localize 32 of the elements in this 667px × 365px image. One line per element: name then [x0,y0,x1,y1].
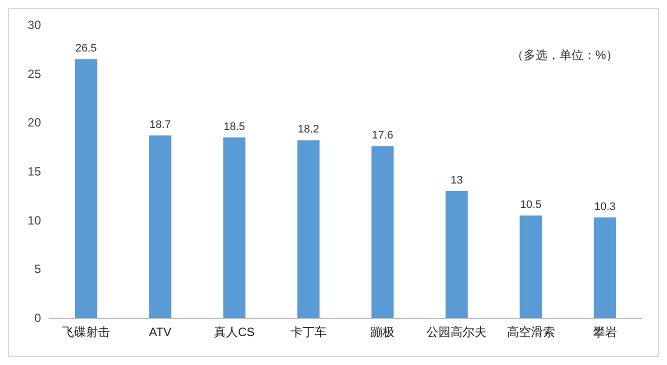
data-label: 18.7 [149,118,171,131]
data-label: 10.3 [594,200,616,213]
bar [371,146,394,318]
bar [149,135,172,318]
x-tick-label: 蹦极 [370,325,395,339]
bar [446,191,468,318]
x-tick-label: 飞碟射击 [62,325,110,339]
bar [297,140,320,318]
data-label: 13 [450,174,463,187]
y-tick-label: 5 [34,262,42,276]
x-tick-label: 卡丁车 [290,325,326,339]
data-label: 10.5 [520,198,542,211]
y-tick-label: 15 [28,164,42,178]
bar [594,217,616,318]
bar [74,59,98,318]
y-tick-label: 25 [28,66,42,81]
x-tick-label: ATV [148,325,172,339]
y-tick-label: 20 [28,116,42,130]
y-tick-label: 30 [28,18,42,32]
data-label: 18.5 [224,120,246,133]
x-tick-label: 公园高尔夫 [426,325,487,339]
data-label: 26.5 [75,42,97,55]
annotation: （多选，单位：%） [511,48,618,62]
bar [223,137,246,318]
bar [520,215,542,318]
x-tick-label: 攀岩 [592,325,617,339]
y-tick-label: 0 [34,311,42,325]
data-label: 17.6 [372,130,394,142]
x-tick-label: 真人CS [214,325,255,339]
y-tick-label: 10 [28,213,42,228]
data-label: 18.2 [298,124,320,136]
x-tick-label: 高空滑索 [506,325,555,339]
